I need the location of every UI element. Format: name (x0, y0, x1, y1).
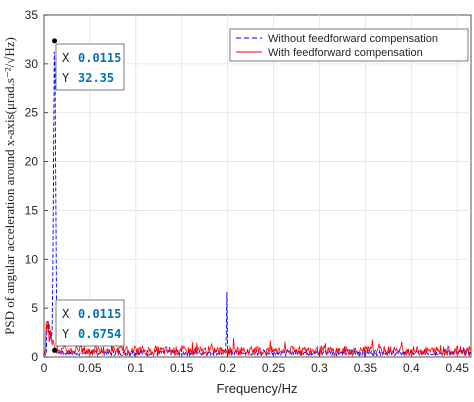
x-axis-title: Frequency/Hz (217, 381, 298, 396)
x-tick-label: 0 (41, 361, 48, 375)
datatip-low-y-value: 0.6754 (78, 327, 121, 341)
y-tick-label: 10 (25, 252, 39, 266)
datatip-low-marker (52, 347, 58, 353)
x-tick-label: 0.45 (446, 361, 470, 375)
series-line-with-feedforward (43, 321, 472, 358)
legend: Without feedforward compensation With fe… (229, 28, 469, 62)
datatip-peak-x-label: X (62, 51, 70, 65)
y-tick-label: 25 (25, 106, 39, 120)
datatip-peak-box (55, 43, 125, 91)
datatip-peak-y-label: Y (62, 71, 70, 85)
y-tick-label: 5 (31, 301, 38, 315)
x-tick-label: 0.2 (219, 361, 236, 375)
x-tick-label: 0.1 (127, 361, 144, 375)
y-tick-label: 30 (25, 57, 39, 71)
y-axis-title: PSD of angular acceleration around x-axi… (2, 37, 17, 335)
y-axis-ticks: 0 5 10 15 20 25 30 35 (25, 8, 48, 364)
datatip-peak-y-value: 32.35 (78, 71, 114, 85)
x-tick-label: 0.35 (354, 361, 378, 375)
y-tick-label: 20 (25, 155, 39, 169)
x-tick-label: 0.4 (403, 361, 420, 375)
datatip-low-x-label: X (62, 307, 70, 321)
y-tick-label: 0 (31, 350, 38, 364)
x-tick-label: 0.05 (78, 361, 102, 375)
y-tick-label: 35 (25, 8, 39, 22)
datatip-peak-marker (52, 38, 58, 44)
datatip-peak-x-value: 0.0115 (78, 51, 121, 65)
datatip-low[interactable]: X 0.0115 Y 0.6754 (52, 299, 125, 353)
legend-label-without-feedforward: Without feedforward compensation (268, 33, 438, 45)
datatip-low-box (55, 299, 125, 347)
x-axis-ticks: 0 0.05 0.1 0.15 0.2 0.25 0.3 0.35 0.4 0.45 (41, 353, 470, 375)
x-tick-label: 0.25 (262, 361, 286, 375)
datatip-low-x-value: 0.0115 (78, 307, 121, 321)
x-tick-label: 0.3 (311, 361, 328, 375)
datatip-peak[interactable]: X 0.0115 Y 32.35 (52, 38, 125, 91)
datatip-low-y-label: Y (62, 327, 70, 341)
series-with-feedforward (43, 321, 472, 358)
legend-box (229, 28, 469, 62)
y-tick-label: 15 (25, 203, 39, 217)
x-tick-label: 0.15 (170, 361, 194, 375)
legend-label-with-feedforward: With feedforward compensation (268, 47, 423, 59)
